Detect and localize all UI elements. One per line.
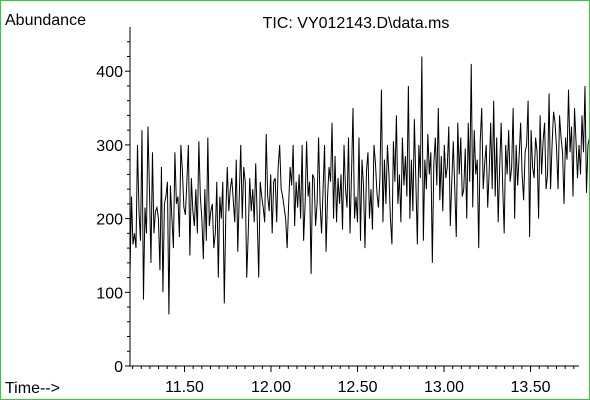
y-tick-label: 100: [96, 285, 123, 302]
y-tick-label: 300: [96, 138, 123, 155]
x-axis-label: Time-->: [5, 380, 60, 397]
x-tick-label: 13.00: [424, 379, 464, 396]
x-tick-label: 11.50: [165, 379, 204, 396]
y-tick-label: 400: [96, 64, 123, 81]
tick-marks: [125, 41, 575, 372]
series-layer: [129, 56, 589, 315]
chart-title: TIC: VY012143.D\data.ms: [263, 15, 450, 32]
y-tick-label: 200: [96, 212, 123, 229]
x-tick-label: 12.00: [251, 379, 291, 396]
tic-series-line: [129, 56, 589, 315]
x-tick-label: 13.50: [511, 379, 551, 396]
y-axis-label: Abundance: [5, 12, 86, 29]
tick-labels: 0 100 200 300 400 11.50 12.00 12.50 13.00 13.50: [96, 64, 550, 396]
x-tick-label: 12.50: [338, 379, 378, 396]
y-tick-label: 0: [114, 359, 123, 376]
